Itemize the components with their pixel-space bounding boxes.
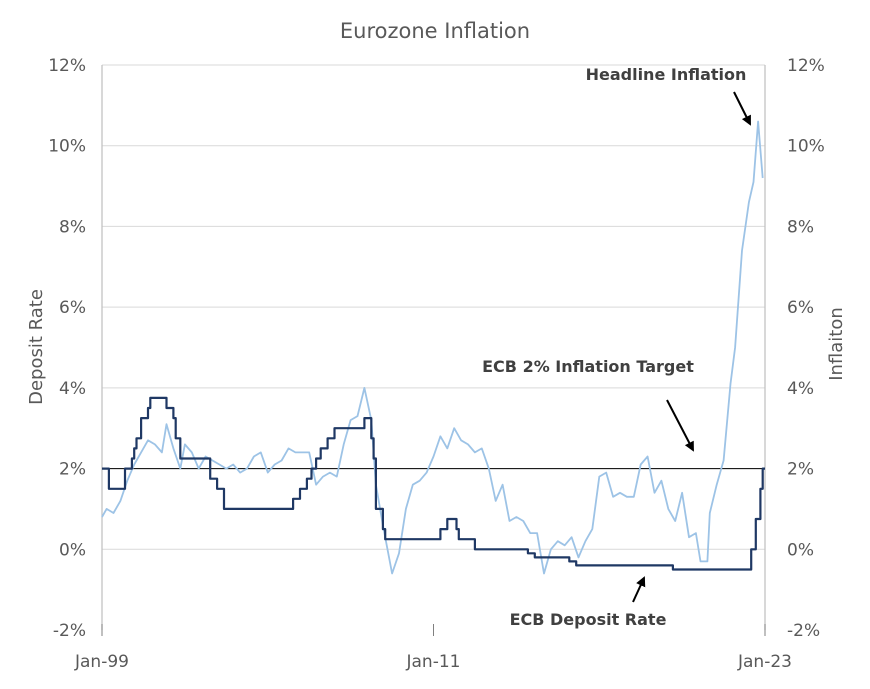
series-line-deposit-rate [102, 396, 765, 571]
right-axis-label: Inflaiton [826, 307, 847, 381]
chart-title: Eurozone Inflation [340, 19, 530, 43]
right-axis-ticks: -2% 0% 2% 4% 6% 8% 10% 12% [787, 56, 825, 641]
right-tick-label: -2% [787, 621, 820, 641]
right-tick-label: 8% [787, 217, 814, 237]
left-tick-label: 6% [59, 298, 86, 318]
gridlines [102, 64, 765, 550]
right-tick-label: 6% [787, 298, 814, 318]
left-tick-label: 10% [48, 137, 86, 157]
left-tick-label: 8% [59, 217, 86, 237]
right-tick-label: 4% [787, 379, 814, 399]
right-tick-label: 0% [787, 540, 814, 560]
right-tick-label: 10% [787, 137, 825, 157]
left-tick-label: -2% [53, 621, 86, 641]
left-axis-label: Deposit Rate [26, 289, 47, 405]
x-tick-label: Jan-11 [406, 652, 461, 672]
right-tick-label: 12% [787, 56, 825, 76]
x-axis-ticks: Jan-99 Jan-11 Jan-23 [74, 624, 792, 672]
annotation-inflation-target: ECB 2% Inflation Target [482, 357, 694, 376]
left-tick-label: 12% [48, 56, 86, 76]
x-tick-label: Jan-23 [737, 652, 792, 672]
annotation-deposit-rate: ECB Deposit Rate [510, 610, 667, 629]
axes [101, 65, 766, 630]
right-tick-label: 2% [787, 460, 814, 480]
left-tick-label: 0% [59, 540, 86, 560]
arrow-target [666, 399, 694, 452]
annotations: Headline Inflation ECB 2% Inflation Targ… [482, 65, 751, 629]
arrow-headline [733, 91, 751, 126]
left-axis-ticks: -2% 0% 2% 4% 6% 8% 10% 12% [48, 56, 86, 641]
series-line-headline-inflation [101, 120, 764, 575]
series-lines [101, 120, 765, 575]
annotation-headline-inflation: Headline Inflation [586, 65, 747, 84]
x-tick-label: Jan-99 [74, 652, 129, 672]
left-tick-label: 4% [59, 379, 86, 399]
left-tick-label: 2% [59, 460, 86, 480]
arrow-deposit [632, 576, 646, 603]
